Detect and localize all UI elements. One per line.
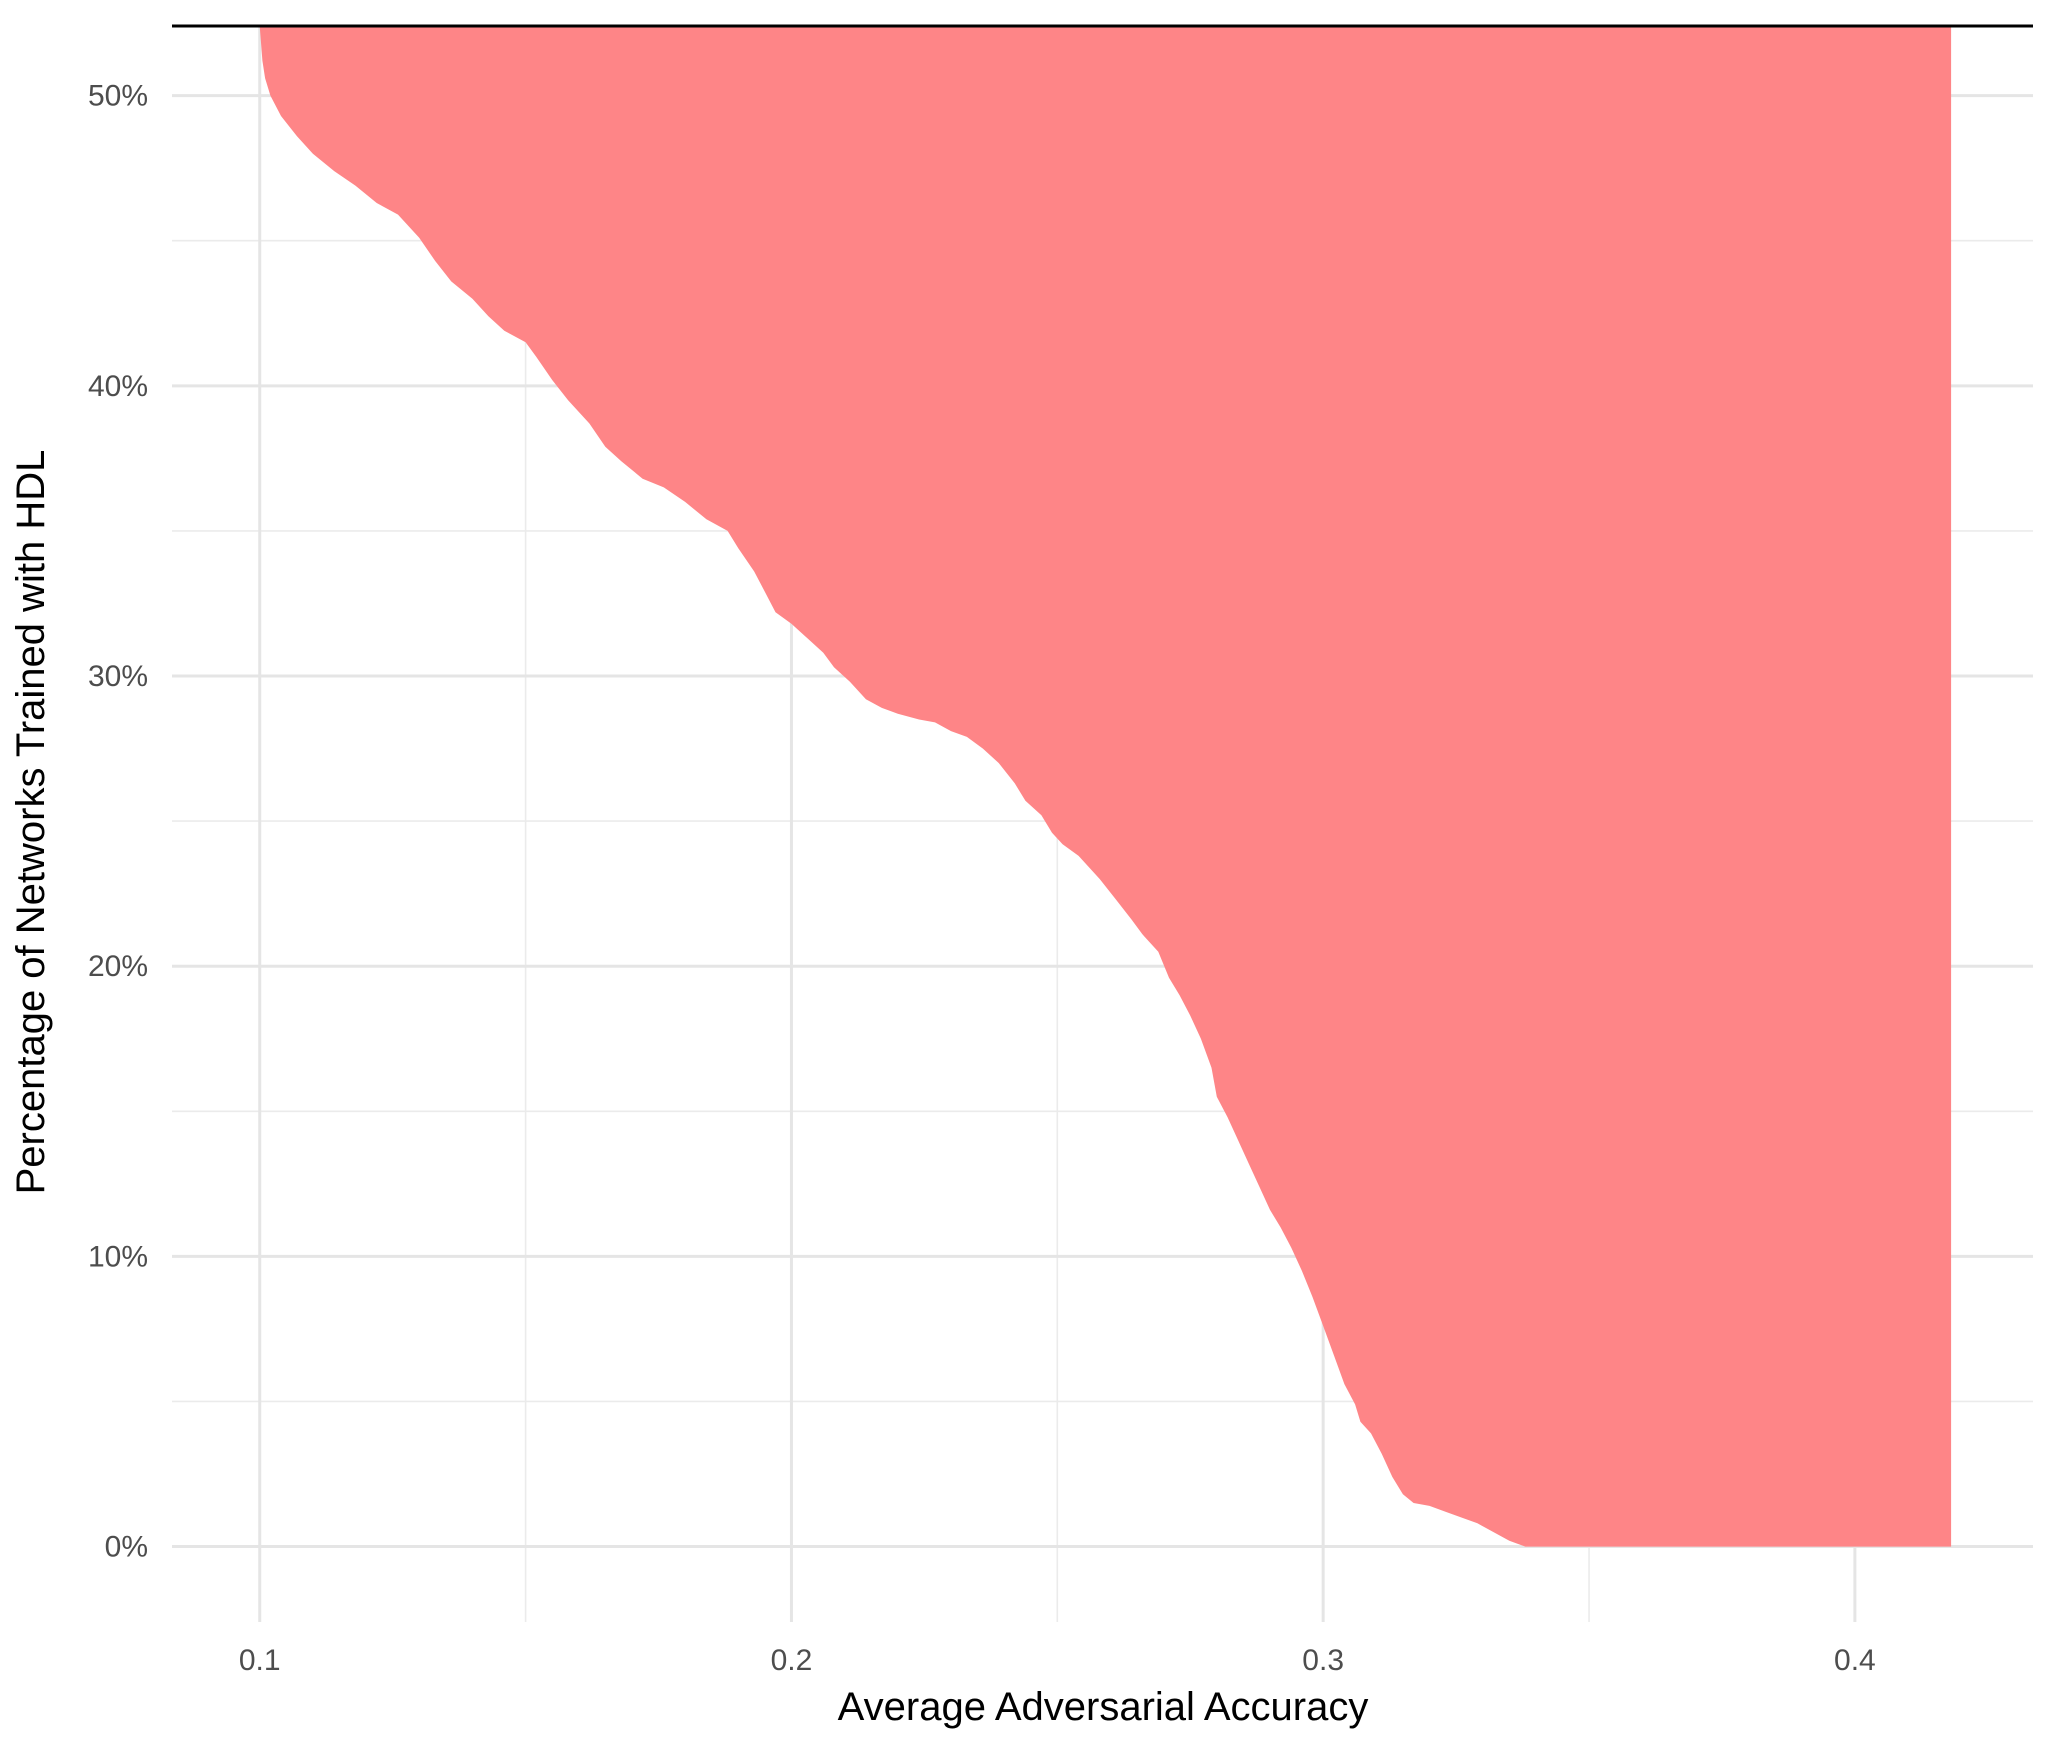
y-tick-label: 10%: [88, 1240, 148, 1273]
x-tick-label: 0.4: [1834, 1644, 1876, 1677]
y-tick-label: 20%: [88, 950, 148, 983]
y-axis-tick-labels: 0% 10% 20% 30% 40% 50%: [88, 80, 148, 1564]
y-tick-label: 0%: [105, 1531, 148, 1564]
y-tick-label: 50%: [88, 80, 148, 113]
x-axis-tick-labels: 0.1 0.2 0.3 0.4: [239, 1644, 1876, 1677]
area-layer: [259, 26, 1952, 1547]
x-axis-title: Average Adversarial Accuracy: [838, 1685, 1369, 1729]
x-tick-label: 0.3: [1302, 1644, 1344, 1677]
y-tick-label: 40%: [88, 370, 148, 403]
y-tick-label: 30%: [88, 660, 148, 693]
x-tick-label: 0.2: [771, 1644, 813, 1677]
area-fill: [259, 26, 1952, 1547]
y-axis-title: Percentage of Networks Trained with HDL: [9, 450, 53, 1195]
x-tick-label: 0.1: [239, 1644, 281, 1677]
